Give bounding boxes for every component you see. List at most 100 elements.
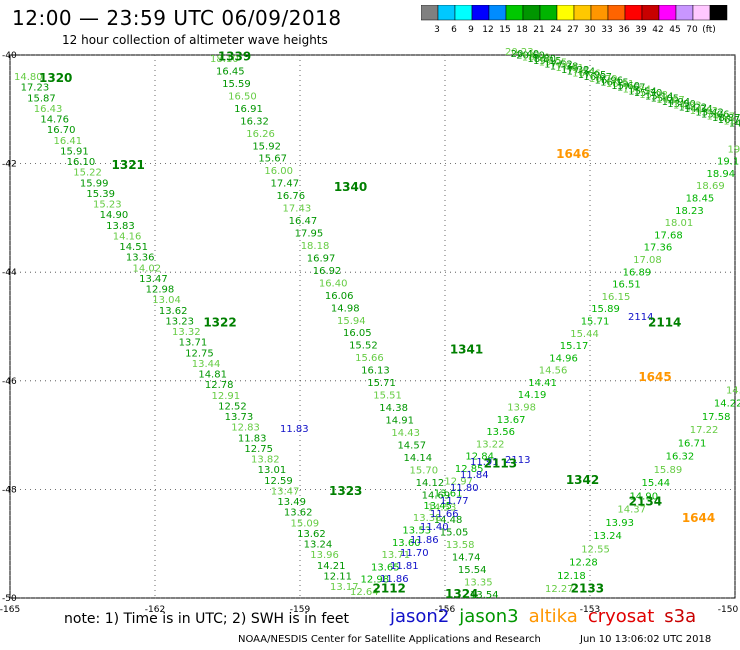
lat-tick-label: -42 (2, 160, 17, 170)
swh-value: 13.61 (434, 489, 463, 500)
pass-id-label: 1339 (218, 49, 251, 63)
jason2-value: 11.80 (450, 483, 479, 494)
swh-value: 15.44 (642, 478, 671, 489)
swh-value: 14.12 (416, 478, 445, 489)
swh-value: 15.54 (458, 565, 487, 576)
swh-value: 18.10 (210, 54, 239, 65)
swh-value: 17.58 (702, 412, 731, 423)
swh-value: 13.62 (284, 508, 313, 519)
swh-value: 12.18 (557, 571, 586, 582)
swh-value: 17.67 (617, 83, 646, 94)
map-title: 12:00 — 23:59 UTC 06/09/2018 (12, 6, 342, 30)
legend-altika: altika (528, 606, 578, 627)
swh-value: 14.14 (403, 453, 432, 464)
swh-value: 13.83 (106, 221, 135, 232)
pass-id-label: 2114 (648, 316, 681, 330)
wave-height-colorbar: 3 6 9 12 15 18 21 24 27 30 33 36 39 42 45 70 (ft) (421, 5, 728, 35)
swh-value: 14.98 (331, 303, 360, 314)
swh-value: 15.99 (80, 178, 109, 189)
swh-value: 15.59 (222, 79, 251, 90)
colorbar-label: 6 (451, 25, 457, 35)
swh-value: 13.47 (271, 486, 300, 497)
colorbar-label: 24 (550, 25, 562, 35)
swh-value: 17.23 (21, 83, 50, 94)
swh-value: 15.09 (291, 518, 320, 529)
swh-value: 12.91 (212, 391, 241, 402)
swh-value: 14.69 (422, 490, 451, 501)
track-pass-2133: 12.27 12.18 12.28 12.55 13.24 13.93 14.37 14.90… (545, 385, 740, 595)
swh-value: 18.80 (527, 54, 556, 65)
colorbar-label: 3 (434, 25, 440, 35)
swh-value: 13.82 (251, 455, 280, 466)
colorbar-label: 70 (686, 25, 698, 35)
swh-value: 12.75 (244, 444, 273, 455)
swh-value: 19.15 (533, 56, 562, 67)
colorbar-label: 45 (669, 25, 680, 35)
swh-value: 15.71 (367, 378, 396, 389)
swh-value: 13.93 (605, 518, 634, 529)
colorbar-swatch (709, 5, 728, 21)
legend-jason2: jason2 (390, 606, 450, 627)
colorbar-label: (ft) (702, 25, 716, 35)
swh-value: 16.71 (678, 438, 707, 449)
map-subtitle: 12 hour collection of altimeter wave hei… (62, 33, 328, 47)
swh-value: 16.13 (361, 366, 390, 377)
swh-value: 11.83 (238, 433, 267, 444)
pass-id-label: 1340 (334, 180, 367, 194)
swh-value: 15.84 (623, 85, 652, 96)
swh-value: 16.81 (606, 79, 635, 90)
swh-value: 13.73 (225, 412, 254, 423)
swh-value: 16.10 (67, 157, 96, 168)
swh-value: 15.05 (440, 528, 469, 539)
swh-value: 15.05 (650, 93, 679, 104)
swh-value: 13.60 (392, 538, 421, 549)
swh-value: 14.37 (617, 505, 646, 516)
swh-value: 14.81 (198, 370, 227, 381)
swh-value: 15.66 (355, 353, 384, 364)
swh-value: 14.38 (379, 403, 408, 414)
lat-tick-label: -44 (2, 268, 17, 278)
swh-value: 13.23 (165, 316, 194, 327)
jason2-value: 2114 (628, 312, 653, 323)
swh-value: 12.27 (545, 584, 574, 595)
swh-value: 14.90 (629, 491, 658, 502)
swh-value: 16.89 (623, 267, 652, 278)
lon-tick-label: -159 (290, 605, 311, 615)
swh-value: 14.48 (434, 515, 463, 526)
swh-value: 14.74 (452, 553, 481, 564)
swh-value: 12.78 (205, 380, 234, 391)
colorbar-label: 42 (652, 25, 663, 35)
swh-value: 15.89 (591, 304, 620, 315)
swh-value: 16.76 (277, 191, 306, 202)
track-jason2: 11.83 11.91 11.84 11.80 11.77 11.66 11.40 11.86… (280, 312, 653, 585)
lon-tick-label: -162 (145, 605, 165, 615)
swh-value: 14.57 (397, 440, 426, 451)
colorbar-label: 27 (567, 25, 578, 35)
swh-value: 13.17 (330, 582, 359, 593)
swh-value: 13.96 (310, 550, 339, 561)
swh-value: 16.45 (216, 66, 245, 77)
swh-value: 13.71 (381, 550, 410, 561)
legend-jason3: jason3 (459, 606, 519, 627)
swh-value: 16.92 (313, 266, 342, 277)
legend-cryosat: cryosat (587, 606, 655, 627)
swh-value: 15.52 (349, 341, 378, 352)
swh-value: 18.87 (712, 113, 740, 124)
swh-value: 14.33 (673, 101, 702, 112)
swh-value: 15.91 (60, 146, 89, 157)
swh-value: 14.91 (385, 415, 414, 426)
swh-value: 16.40 (319, 278, 348, 289)
swh-value: 13.67 (497, 415, 526, 426)
jason2-value: 11.81 (390, 561, 419, 572)
swh-value: 13.56 (486, 427, 515, 438)
swh-value: 15.39 (86, 189, 115, 200)
swh-value: 14.07 (706, 111, 735, 122)
pass-id-label: 1646 (556, 147, 589, 161)
swh-value: 17.38 (550, 61, 579, 72)
track-pass-1324: 20.2320.4020.6018.9918.8019.1519.0517.52… (505, 47, 740, 129)
swh-value: 14.76 (40, 115, 69, 126)
swh-value: 16.91 (234, 104, 263, 115)
swh-value: 15.29 (723, 117, 740, 128)
swh-value: 20.60 (516, 51, 545, 62)
